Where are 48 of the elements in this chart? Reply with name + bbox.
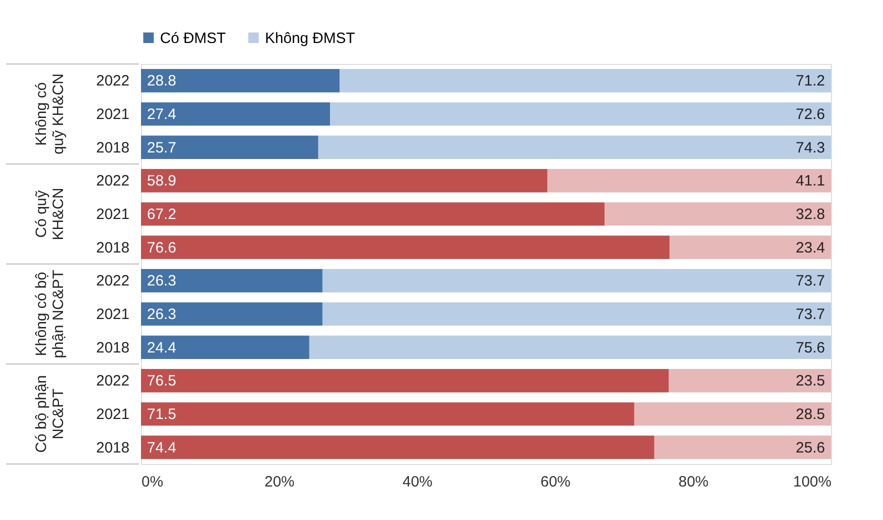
y-tick-label: 2022 <box>96 372 130 390</box>
data-label: 26.3 <box>147 272 176 290</box>
y-tick-label: 2018 <box>96 339 130 356</box>
text: Không có quỹ KH&CN <box>33 74 67 154</box>
y-tick-label: 2021 <box>96 206 130 223</box>
data-label: 67.2 <box>147 206 176 223</box>
data-label: 25.7 <box>147 139 176 156</box>
data-label: 71.2 <box>796 72 825 90</box>
text: Có bộ phận NC&PT <box>33 375 67 453</box>
x-tick-label: 40% <box>402 474 433 490</box>
data-label: 23.5 <box>796 372 825 390</box>
data-label: 26.3 <box>147 306 176 323</box>
y-tick-label: 2018 <box>96 239 130 256</box>
y-tick-label: 2018 <box>96 439 130 456</box>
data-label: 76.5 <box>147 372 176 390</box>
data-label: 28.5 <box>796 406 825 423</box>
data-label: 71.5 <box>147 406 176 423</box>
y-tick-label: 2022 <box>96 72 130 90</box>
data-label: 73.7 <box>796 272 825 290</box>
y-tick-label: 2018 <box>96 139 130 156</box>
data-label: 74.4 <box>147 439 176 456</box>
legend-label: Có ĐMST <box>160 30 226 47</box>
data-label: 41.1 <box>796 172 825 190</box>
text: Có quỹ KH&CN <box>33 188 67 240</box>
data-label: 58.9 <box>147 172 176 190</box>
data-label: 74.3 <box>796 139 825 156</box>
data-label: 76.6 <box>147 239 176 256</box>
x-tick-label: 60% <box>540 474 571 490</box>
data-label: 32.8 <box>796 206 825 223</box>
legend-label: Không ĐMST <box>265 30 356 47</box>
y-tick-label: 2021 <box>96 106 130 123</box>
y-tick-label: 2022 <box>96 272 130 290</box>
data-label: 25.6 <box>796 439 825 456</box>
text: Không có bộ phận NC&PT <box>33 270 67 358</box>
y-tick-label: 2021 <box>96 306 130 323</box>
data-label: 28.8 <box>147 72 176 90</box>
data-label: 72.6 <box>796 106 825 123</box>
data-label: 27.4 <box>147 106 176 123</box>
x-tick-label: 20% <box>264 474 295 490</box>
data-label: 24.4 <box>147 339 176 356</box>
y-tick-label: 2022 <box>96 172 130 190</box>
data-label: 23.4 <box>796 239 825 256</box>
x-tick-label: 0% <box>142 474 164 490</box>
data-label: 73.7 <box>796 306 825 323</box>
y-tick-label: 2021 <box>96 406 130 423</box>
x-tick-label: 100% <box>793 474 832 490</box>
data-label: 75.6 <box>796 339 825 356</box>
x-tick-label: 80% <box>678 474 709 490</box>
